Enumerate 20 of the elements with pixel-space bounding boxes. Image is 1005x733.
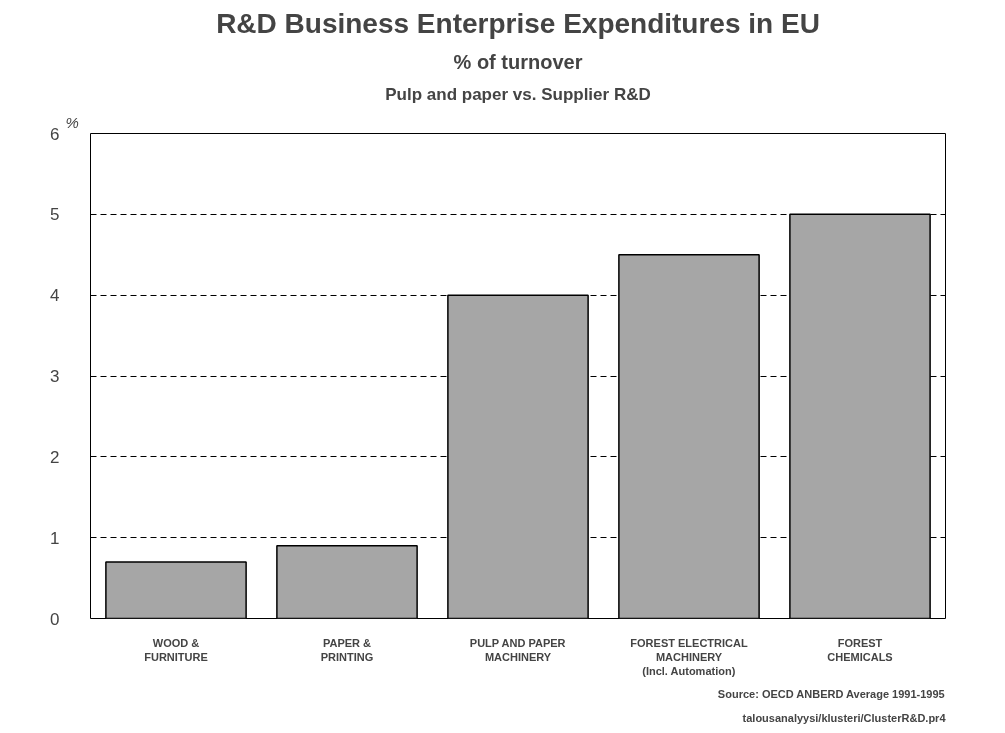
y-tick-label: 5 [50,205,60,225]
x-tick-label: WOOD & FURNITURE [144,636,208,663]
y-tick-label: 1 [50,528,60,548]
x-tick-label: FOREST CHEMICALS [827,636,893,663]
y-tick-label: 2 [50,447,60,467]
source-note: Source: OECD ANBERD Average 1991-1995 [717,687,945,700]
y-tick-label: 6 [50,124,60,144]
bar [105,561,247,619]
y-tick-label: 0 [50,609,60,629]
text: Pulp and paper vs. Supplier R&D [385,84,651,104]
bar [276,545,418,619]
y-axis-title: % [65,113,79,131]
y-tick-label: 3 [50,367,60,386]
x-tick-label: PULP AND PAPER MACHINERY [469,636,566,663]
chart-subtitle: % of turnover [453,50,583,73]
text: talousanalyysi/klusteri/ClusterR&D.pr4 [742,711,947,724]
x-tick-label: PAPER & PRINTING [320,636,374,663]
y-tick-label: 4 [50,286,60,306]
x-tick-label: FOREST ELECTRICAL MACHINERY (Incl. Automation) [630,636,748,678]
chart-title: R&D Business Enterprise Expenditures in EU [216,7,820,39]
